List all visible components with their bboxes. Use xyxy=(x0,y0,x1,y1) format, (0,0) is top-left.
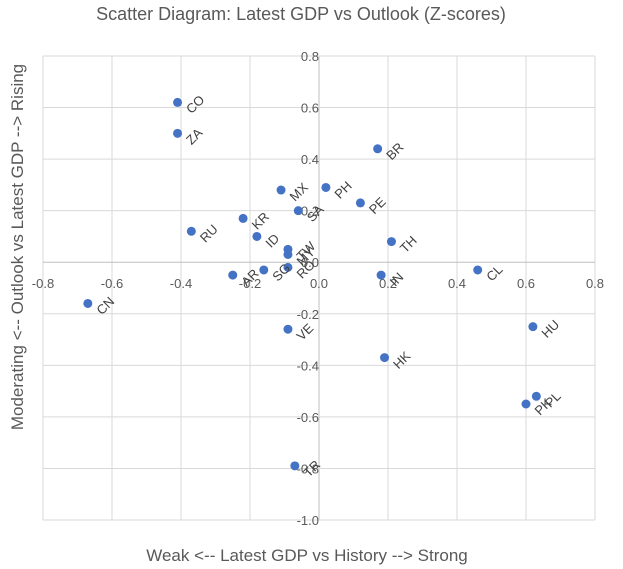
y-tick-label: 0.0 xyxy=(301,255,319,270)
data-point-mx xyxy=(276,185,286,195)
data-label-cl: CL xyxy=(483,262,505,284)
y-tick-label: 0.4 xyxy=(301,152,319,167)
data-label-ve: VE xyxy=(293,320,316,343)
x-tick-label: -0.8 xyxy=(32,276,54,291)
data-label-kr: KR xyxy=(249,209,272,232)
y-axis-title: Moderating <-- Outlook vs Latest GDP -->… xyxy=(8,64,27,430)
x-axis-title: Weak <-- Latest GDP vs History --> Stron… xyxy=(146,546,468,565)
data-label-ru: RU xyxy=(197,222,221,246)
data-point-pk xyxy=(521,399,531,409)
data-point-hk xyxy=(380,353,390,363)
x-tick-label: 0.2 xyxy=(379,276,397,291)
y-tick-label: -0.6 xyxy=(297,410,319,425)
x-tick-label: -0.2 xyxy=(239,276,261,291)
y-tick-label: -0.8 xyxy=(297,461,319,476)
data-point-id xyxy=(252,231,262,241)
y-tick-label: 0.6 xyxy=(301,101,319,116)
data-point-th xyxy=(386,237,396,247)
x-tick-label: 0.0 xyxy=(310,276,328,291)
y-tick-label: 0.2 xyxy=(301,204,319,219)
data-point-sg xyxy=(259,265,269,275)
data-point-my xyxy=(283,249,293,259)
x-tick-label: -0.6 xyxy=(101,276,123,291)
y-tick-label: 0.8 xyxy=(301,49,319,64)
y-tick-label: -0.2 xyxy=(297,307,319,322)
data-point-sa xyxy=(293,206,303,216)
chart-title: Scatter Diagram: Latest GDP vs Outlook (… xyxy=(96,4,506,24)
data-point-ru xyxy=(186,226,196,236)
data-point-cl xyxy=(473,265,483,275)
data-label-pe: PE xyxy=(366,194,389,217)
x-tick-label: 0.6 xyxy=(517,276,535,291)
x-tick-label: 0.4 xyxy=(448,276,466,291)
data-point-br xyxy=(373,144,383,154)
data-label-mx: MX xyxy=(287,180,312,205)
data-point-ve xyxy=(283,324,293,334)
data-label-id: ID xyxy=(262,231,282,251)
y-tick-label: -1.0 xyxy=(297,513,319,528)
data-point-ph xyxy=(321,182,331,192)
gridlines xyxy=(42,55,596,521)
tick-labels: -0.8 -0.6 -0.4 -0.2 0.0 0.2 0.4 0.6 0.8 0.8 0.6 0.4… xyxy=(32,49,604,528)
data-label-ph: PH xyxy=(331,178,354,201)
data-point-za xyxy=(173,128,183,138)
data-label-hu: HU xyxy=(538,317,562,341)
data-point-co xyxy=(173,97,183,107)
x-tick-label: -0.4 xyxy=(170,276,192,291)
data-label-hk: HK xyxy=(390,348,414,372)
data-label-za: ZA xyxy=(183,125,206,148)
data-point-ro xyxy=(283,262,293,272)
data-point-pl xyxy=(531,391,541,401)
data-points xyxy=(83,97,541,471)
y-tick-label: -0.4 xyxy=(297,358,319,373)
data-point-tr xyxy=(290,461,300,471)
data-point-pe xyxy=(355,198,365,208)
data-label-co: CO xyxy=(183,92,207,116)
data-point-kr xyxy=(238,213,248,223)
data-point-ar xyxy=(228,270,238,280)
data-label-th: TH xyxy=(397,233,420,256)
data-point-cn xyxy=(83,298,93,308)
x-tick-label: 0.8 xyxy=(586,276,604,291)
data-point-hu xyxy=(528,322,538,332)
data-point-in xyxy=(376,270,386,280)
